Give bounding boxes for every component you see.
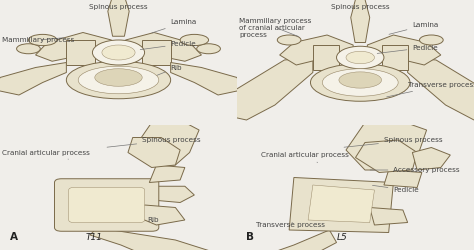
Polygon shape [356,140,417,172]
Ellipse shape [17,44,40,54]
Text: Spinous process: Spinous process [344,137,443,147]
Text: Accessory process: Accessory process [370,167,460,173]
Text: Spinous process: Spinous process [331,4,390,10]
Ellipse shape [277,35,301,45]
Ellipse shape [346,51,374,64]
Text: Pedicle: Pedicle [140,41,196,50]
Polygon shape [171,62,242,95]
Text: Transverse process: Transverse process [256,222,325,228]
Text: Lamina: Lamina [152,20,197,33]
Polygon shape [370,208,408,225]
Polygon shape [66,40,95,65]
Ellipse shape [337,46,384,69]
Text: Rib: Rib [145,64,182,80]
Text: Lamina: Lamina [389,22,438,34]
Ellipse shape [95,69,142,86]
Polygon shape [149,165,185,182]
Text: Cranial articular process: Cranial articular process [2,150,90,159]
Polygon shape [408,58,474,120]
Polygon shape [36,32,111,61]
Polygon shape [412,148,450,170]
Ellipse shape [92,40,145,65]
FancyBboxPatch shape [69,188,145,222]
Text: A: A [9,232,18,242]
Polygon shape [382,45,408,70]
Ellipse shape [419,35,443,45]
Text: B: B [246,232,255,242]
Ellipse shape [102,45,135,60]
Polygon shape [128,138,180,168]
Text: Cranial articular process: Cranial articular process [261,152,348,162]
FancyBboxPatch shape [55,179,159,231]
Polygon shape [289,178,393,233]
Ellipse shape [66,61,171,99]
Text: Transverse process: Transverse process [387,82,474,97]
Polygon shape [218,58,313,120]
Text: Pedicle: Pedicle [373,186,419,193]
FancyArrowPatch shape [55,40,109,50]
Polygon shape [0,62,66,95]
Ellipse shape [180,34,209,46]
Polygon shape [149,186,194,202]
Polygon shape [133,120,199,165]
Text: Mammillary process
of cranial articular
process: Mammillary process of cranial articular … [239,18,312,38]
Ellipse shape [197,44,220,54]
Polygon shape [90,228,228,250]
Text: T11: T11 [85,234,102,242]
Polygon shape [384,170,422,188]
Text: Spinous process: Spinous process [89,4,148,10]
Polygon shape [280,35,353,65]
Polygon shape [133,205,185,225]
Ellipse shape [322,69,398,96]
Ellipse shape [339,72,382,88]
Ellipse shape [28,34,57,46]
Polygon shape [108,0,129,36]
Polygon shape [346,120,427,170]
Ellipse shape [310,64,410,101]
Polygon shape [126,32,201,61]
Text: Pedicle: Pedicle [377,44,438,54]
Ellipse shape [78,66,159,94]
Polygon shape [351,0,370,42]
Polygon shape [142,40,171,65]
FancyArrowPatch shape [128,40,182,50]
Text: Rib: Rib [133,216,159,223]
Polygon shape [308,185,374,222]
Polygon shape [367,35,441,65]
Text: L5: L5 [337,234,347,242]
Text: Spinous process: Spinous process [107,137,201,147]
Polygon shape [237,230,337,250]
Text: Mammillary process: Mammillary process [2,37,75,43]
Polygon shape [313,45,339,70]
